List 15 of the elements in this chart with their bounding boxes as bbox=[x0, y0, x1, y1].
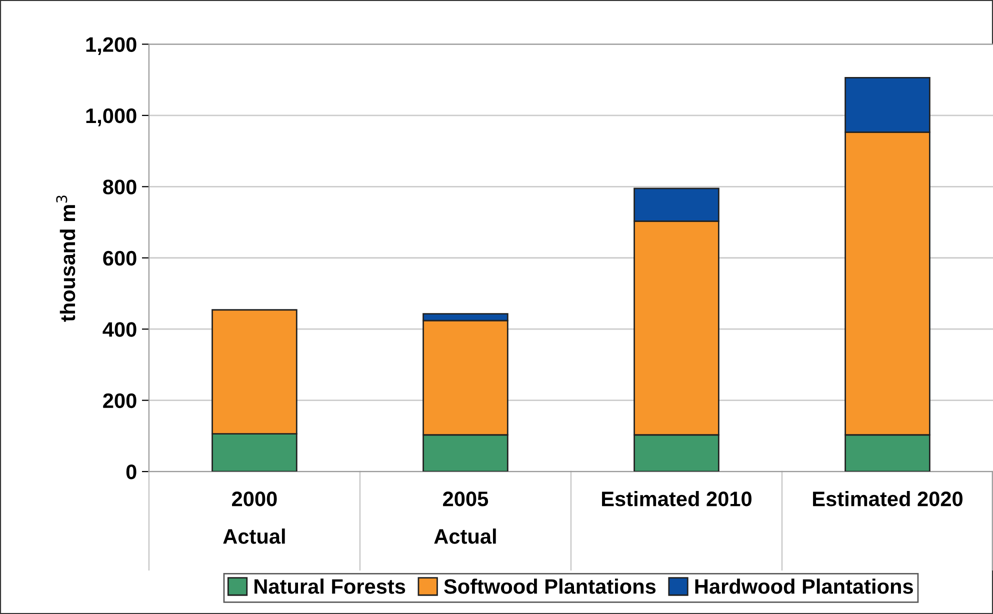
y-tick-label: 600 bbox=[103, 250, 136, 266]
x-tick-label: 2005 Actual bbox=[434, 492, 496, 544]
legend-label: Natural Forests bbox=[254, 578, 406, 594]
y-tick-label: 400 bbox=[102, 322, 136, 337]
legend-label: Hardwood Plantations bbox=[695, 578, 913, 594]
y-tick-label: 200 bbox=[103, 393, 136, 408]
legend-label: Softwood Plantations bbox=[444, 578, 656, 594]
y-tick-label: 800 bbox=[103, 180, 136, 194]
y-tick-label: 1,000 bbox=[86, 108, 136, 126]
y-tick-label: 0 bbox=[126, 464, 136, 480]
y-axis-title: thousand m$^{3}$ bbox=[56, 196, 76, 322]
x-tick-label: 2000 Actual bbox=[223, 492, 285, 544]
y-tick-label: 1,200 bbox=[86, 37, 136, 55]
x-tick-label: Estimated 2010 bbox=[602, 490, 752, 506]
x-tick-label: Estimated 2020 bbox=[813, 490, 962, 506]
